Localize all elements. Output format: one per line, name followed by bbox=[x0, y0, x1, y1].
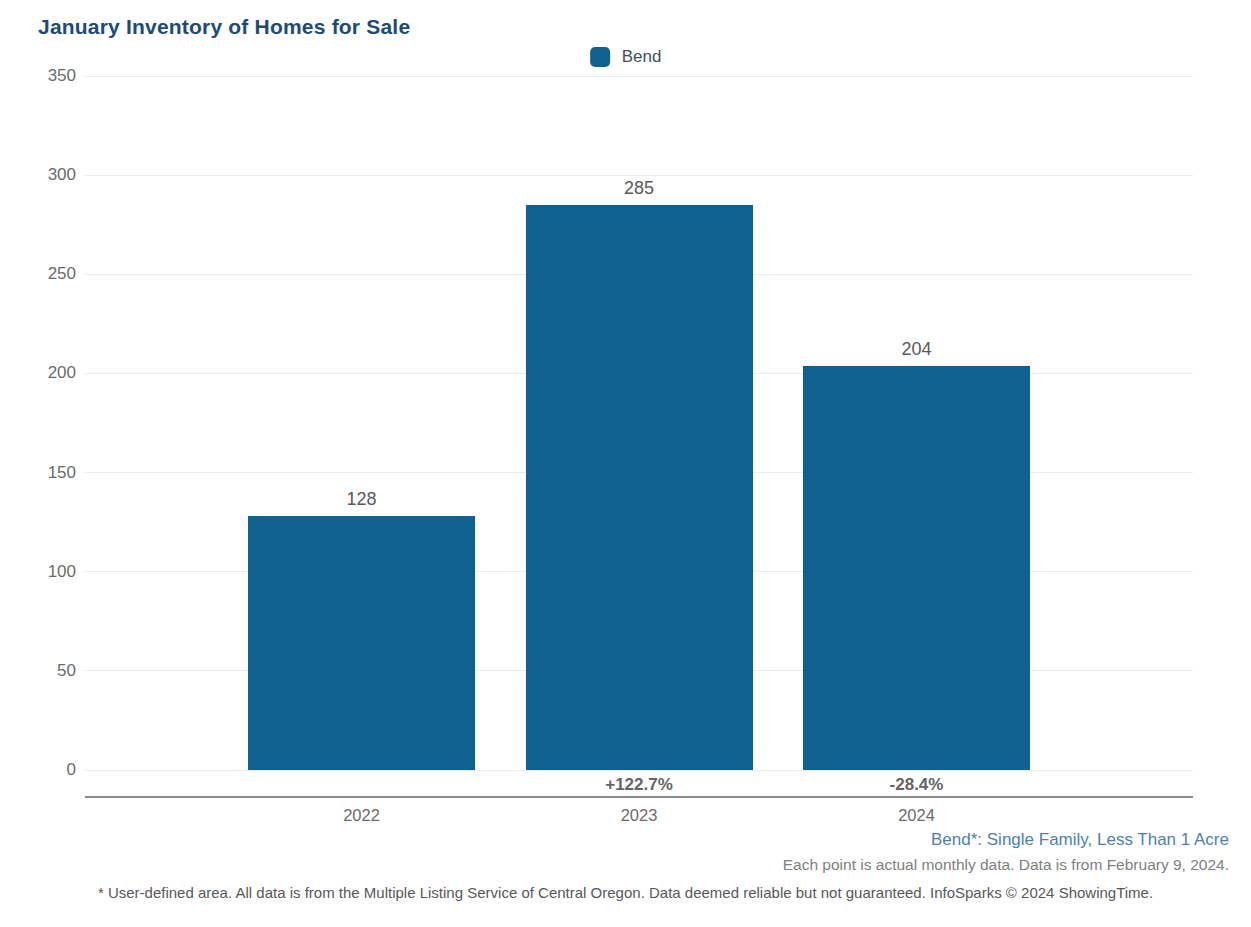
chart-title: January Inventory of Homes for Sale bbox=[38, 15, 410, 39]
y-axis-tick-label-350: 350 bbox=[48, 66, 76, 86]
x-axis-category-label-2022: 2022 bbox=[343, 806, 380, 825]
disclaimer-footnote: * User-defined area. All data is from th… bbox=[0, 884, 1251, 901]
data-source-note: Each point is actual monthly data. Data … bbox=[783, 856, 1229, 874]
plot-area: 128 285 204 bbox=[85, 76, 1193, 770]
pct-change-label-2024: -28.4% bbox=[890, 775, 944, 795]
x-axis-category-label-2024: 2024 bbox=[898, 806, 935, 825]
chart-canvas: January Inventory of Homes for Sale Bend… bbox=[0, 0, 1251, 927]
y-axis: 050100150200250300350 bbox=[0, 76, 76, 770]
pct-change-label-2023: +122.7% bbox=[605, 775, 673, 795]
x-axis-category-label-2023: 2023 bbox=[621, 806, 658, 825]
y-axis-tick-label-0: 0 bbox=[67, 760, 76, 780]
bar-value-label-2024: 204 bbox=[803, 339, 1030, 360]
y-axis-tick-label-300: 300 bbox=[48, 165, 76, 185]
y-axis-tick-label-150: 150 bbox=[48, 463, 76, 483]
legend-label-bend: Bend bbox=[622, 47, 662, 67]
bar-2022[interactable] bbox=[248, 516, 475, 770]
y-axis-tick-label-50: 50 bbox=[57, 661, 76, 681]
y-axis-tick-label-100: 100 bbox=[48, 562, 76, 582]
y-axis-tick-label-200: 200 bbox=[48, 363, 76, 383]
bar-value-label-2022: 128 bbox=[248, 489, 475, 510]
bar-2024[interactable] bbox=[803, 366, 1030, 771]
bar-value-label-2023: 285 bbox=[526, 178, 753, 199]
series-definition-note: Bend*: Single Family, Less Than 1 Acre bbox=[931, 830, 1229, 850]
gridline-y-350 bbox=[85, 76, 1193, 77]
bar-2023[interactable] bbox=[526, 205, 753, 770]
legend-swatch-bend bbox=[590, 47, 610, 67]
gridline-y-300 bbox=[85, 175, 1193, 176]
y-axis-tick-label-250: 250 bbox=[48, 264, 76, 284]
legend[interactable]: Bend bbox=[590, 47, 662, 67]
x-axis-line bbox=[85, 796, 1193, 798]
